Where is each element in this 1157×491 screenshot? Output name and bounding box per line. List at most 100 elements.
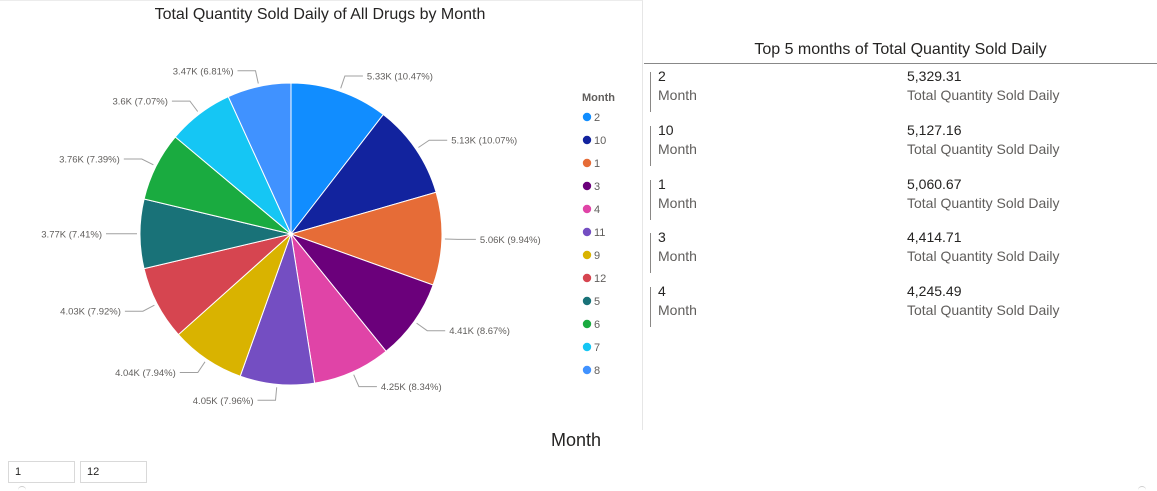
legend-label: 7 [594, 342, 600, 354]
legend-item-month-10[interactable]: 10 [582, 135, 606, 147]
pie-slice-month-10[interactable] [289, 113, 437, 235]
card-title: Top 5 months of Total Quantity Sold Dail… [754, 41, 1047, 58]
card-row[interactable]: 3 Month 4,414.71 Total Quantity Sold Dai… [644, 229, 1157, 275]
card-quantity-label: Total Quantity Sold Daily [907, 87, 1060, 103]
card-quantity-label: Total Quantity Sold Daily [907, 195, 1060, 211]
card-row[interactable]: 10 Month 5,127.16 Total Quantity Sold Da… [644, 122, 1157, 168]
legend-item-month-11[interactable]: 11 [582, 227, 606, 239]
legend-marker [582, 250, 592, 260]
legend-marker [582, 296, 592, 306]
pie-slice-month-8[interactable] [227, 82, 292, 235]
legend-marker [582, 342, 592, 352]
pie-leader-line [237, 70, 259, 84]
card-quantity-label: Total Quantity Sold Daily [907, 141, 1060, 157]
pie-data-label: 4.04K (7.94%) [115, 368, 176, 379]
card-quantity-value: 5,060.67 [907, 176, 962, 192]
pie-data-label: 5.06K (9.94%) [480, 235, 541, 246]
slicer-handle-right[interactable] [1138, 486, 1146, 491]
legend-marker [582, 365, 592, 375]
pie-slice-month-2[interactable] [290, 82, 385, 236]
card-quantity-value: 4,245.49 [907, 283, 962, 299]
card-row-accent-bar [650, 126, 651, 166]
month-range-end-input[interactable] [80, 461, 147, 483]
card-month-label: Month [658, 87, 697, 103]
card-month-value: 10 [658, 122, 674, 138]
card-quantity-value: 4,414.71 [907, 229, 962, 245]
card-row[interactable]: 2 Month 5,329.31 Total Quantity Sold Dai… [644, 68, 1157, 114]
legend-marker [582, 273, 592, 283]
pie-leader-line [340, 75, 363, 89]
legend-marker [582, 181, 592, 191]
pie-slices [139, 82, 443, 386]
legend-label: 9 [594, 250, 600, 262]
card-row-accent-bar [650, 233, 651, 273]
pie-leader-line [416, 322, 446, 332]
pie-leader-line [123, 158, 154, 166]
card-month-value: 2 [658, 68, 666, 84]
legend-item-month-5[interactable]: 5 [582, 296, 600, 308]
card-row-accent-bar [650, 287, 651, 327]
legend-label: 4 [594, 204, 600, 216]
legend-marker [582, 227, 592, 237]
month-slicer-title: Month [551, 430, 602, 450]
legend-title: Month [582, 92, 615, 104]
pie-data-label: 3.76K (7.39%) [59, 155, 120, 166]
pie-data-label: 4.25K (8.34%) [381, 382, 442, 393]
legend-marker [582, 158, 592, 168]
legend-marker [582, 319, 592, 329]
legend-label: 2 [594, 112, 600, 124]
legend-label: 3 [594, 181, 600, 193]
pie-chart-svg: 5.33K (10.47%) 5.13K (10.07%) 5.06K (9.94%… [41, 66, 615, 407]
legend-item-month-7[interactable]: 7 [582, 342, 600, 354]
card-month-label: Month [658, 141, 697, 157]
legend-item-month-6[interactable]: 6 [582, 319, 600, 331]
legend-item-month-8[interactable]: 8 [582, 365, 600, 377]
card-quantity-value: 5,329.31 [907, 68, 962, 84]
card-month-value: 4 [658, 283, 666, 299]
month-range-start-input[interactable] [8, 461, 75, 483]
legend-label: 8 [594, 365, 600, 377]
pie-data-label: 4.03K (7.92%) [60, 307, 121, 318]
pie-leader-line [124, 304, 155, 312]
pie-legend: Month 2 10 1 3 4 11 9 12 5 6 7 8 [582, 92, 615, 377]
card-month-label: Month [658, 302, 697, 318]
card-row-accent-bar [650, 180, 651, 220]
pie-data-label: 5.33K (10.47%) [367, 72, 433, 83]
card-title-divider [644, 63, 1157, 64]
pie-leader-line [171, 100, 199, 112]
card-month-label: Month [658, 195, 697, 211]
pie-data-label: 3.47K (6.81%) [173, 66, 234, 77]
legend-marker [582, 112, 592, 122]
card-month-label: Month [658, 248, 697, 264]
legend-item-month-2[interactable]: 2 [582, 112, 600, 124]
legend-marker [582, 135, 592, 145]
slicer-handle-left[interactable] [18, 486, 26, 491]
pie-data-label: 4.41K (8.67%) [449, 326, 510, 337]
legend-item-month-3[interactable]: 3 [582, 181, 600, 193]
multi-row-card: Top 5 months of Total Quantity Sold Dail… [644, 30, 1157, 430]
card-quantity-label: Total Quantity Sold Daily [907, 248, 1060, 264]
legend-item-month-9[interactable]: 9 [582, 250, 600, 262]
pie-chart-visual: Total Quantity Sold Daily of All Drugs b… [0, 0, 643, 430]
pie-slice-month-3[interactable] [289, 232, 434, 353]
pie-slice-month-1[interactable] [289, 191, 443, 286]
card-row[interactable]: 4 Month 4,245.49 Total Quantity Sold Dai… [644, 283, 1157, 329]
pie-leader-line [353, 374, 377, 388]
card-row-accent-bar [650, 72, 651, 112]
legend-label: 6 [594, 319, 600, 331]
pie-data-label: 3.77K (7.41%) [41, 229, 102, 240]
pie-data-label: 5.13K (10.07%) [451, 136, 517, 147]
pie-chart-title: Total Quantity Sold Daily of All Drugs b… [154, 6, 486, 23]
legend-item-month-1[interactable]: 1 [582, 158, 600, 170]
pie-leader-line [257, 387, 278, 401]
pie-data-label: 4.05K (7.96%) [193, 396, 254, 407]
card-month-value: 1 [658, 176, 666, 192]
pie-leader-line [418, 139, 448, 148]
card-quantity-label: Total Quantity Sold Daily [907, 302, 1060, 318]
legend-item-month-4[interactable]: 4 [582, 204, 600, 216]
card-row[interactable]: 1 Month 5,060.67 Total Quantity Sold Dai… [644, 176, 1157, 222]
legend-label: 5 [594, 296, 600, 308]
pie-leader-line [179, 361, 206, 373]
card-quantity-value: 5,127.16 [907, 122, 962, 138]
legend-item-month-12[interactable]: 12 [582, 273, 606, 285]
